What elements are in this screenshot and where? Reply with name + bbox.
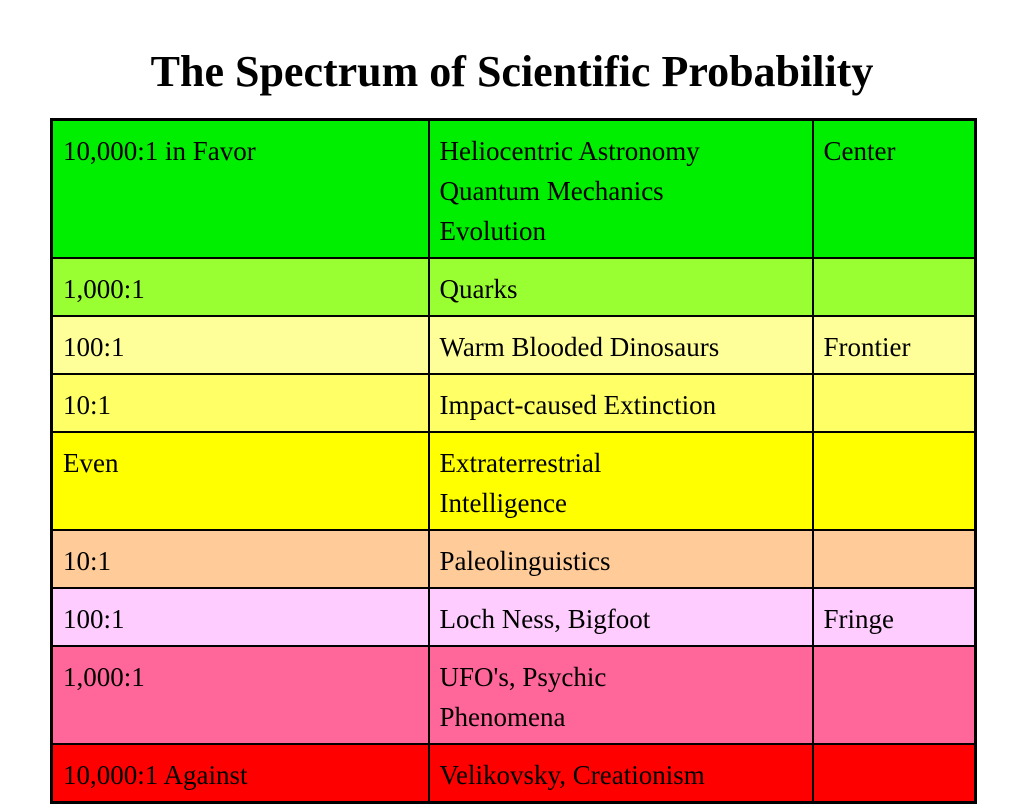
odds-cell: Even [50,431,430,531]
table-row: 1,000:1 UFO's, Psychic Phenomena [50,645,977,745]
table-row: 100:1 Warm Blooded Dinosaurs Frontier [50,315,977,375]
odds-cell: 10,000:1 in Favor [50,118,430,259]
subject-cell: Impact-caused Extinction [427,373,814,433]
subject-cell: Quarks [427,257,814,317]
odds-cell: 100:1 [50,315,430,375]
subject-cell: Velikovsky, Creationism [427,743,814,804]
zone-cell [811,431,977,531]
odds-cell: 1,000:1 [50,645,430,745]
subject-cell: UFO's, Psychic Phenomena [427,645,814,745]
zone-cell [811,257,977,317]
table-row: 10,000:1 Against Velikovsky, Creationism [50,743,977,804]
zone-cell: Center [811,118,977,259]
odds-cell: 1,000:1 [50,257,430,317]
zone-cell [811,373,977,433]
zone-cell [811,645,977,745]
slide-title: The Spectrum of Scientific Probability [150,47,874,96]
odds-cell: 10:1 [50,529,430,589]
table-row: 1,000:1 Quarks [50,257,977,317]
subject-cell: Heliocentric Astronomy Quantum Mechanics… [427,118,814,259]
subject-cell: Loch Ness, Bigfoot [427,587,814,647]
subject-cell: Extraterrestrial Intelligence [427,431,814,531]
odds-cell: 100:1 [50,587,430,647]
odds-cell: 10,000:1 Against [50,743,430,804]
zone-cell [811,529,977,589]
zone-cell [811,743,977,804]
subject-cell: Paleolinguistics [427,529,814,589]
zone-cell: Fringe [811,587,977,647]
zone-cell: Frontier [811,315,977,375]
table-row: 100:1 Loch Ness, Bigfoot Fringe [50,587,977,647]
table-row: 10,000:1 in Favor Heliocentric Astronomy… [50,118,977,259]
probability-table: 10,000:1 in Favor Heliocentric Astronomy… [50,118,977,804]
table-row: 10:1 Impact-caused Extinction [50,373,977,433]
table-row: 10:1 Paleolinguistics [50,529,977,589]
subject-cell: Warm Blooded Dinosaurs [427,315,814,375]
table-row: Even Extraterrestrial Intelligence [50,431,977,531]
odds-cell: 10:1 [50,373,430,433]
